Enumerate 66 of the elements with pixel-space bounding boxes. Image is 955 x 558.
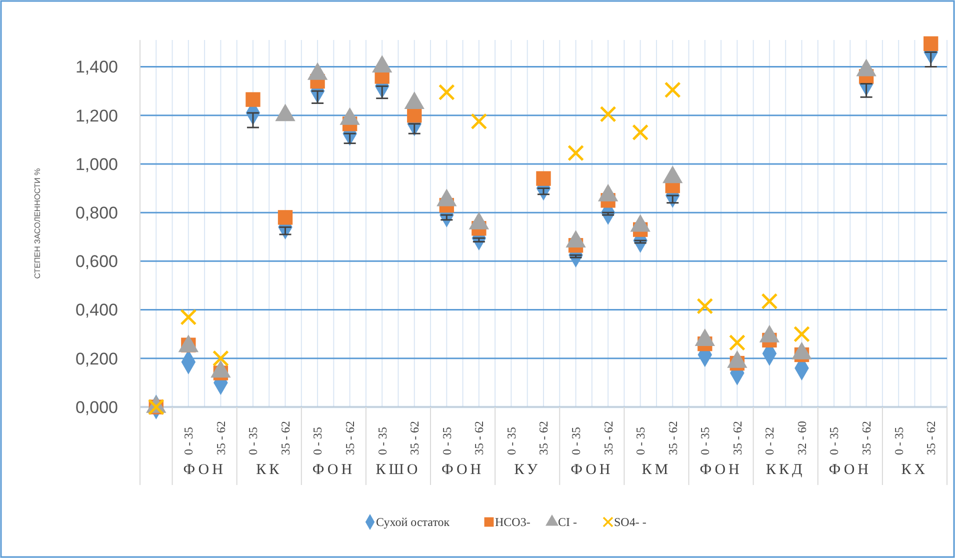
x-tick-label: 0 - 35 <box>375 427 390 455</box>
point <box>212 350 229 367</box>
x-tick-label: 35 - 62 <box>472 421 486 455</box>
text: ФОН <box>183 462 226 478</box>
x-tick-label: 0 - 35 <box>246 427 260 455</box>
y-tick-label: 0,800 <box>75 204 118 223</box>
point <box>407 108 422 123</box>
point <box>536 171 551 186</box>
legend-label: Сухой остаток <box>376 515 450 530</box>
x-tick-label: 35 - 62 <box>214 421 228 455</box>
x-tick-label: 0 - 35 <box>182 427 196 455</box>
point <box>180 308 197 326</box>
text: ККД <box>766 462 806 478</box>
text: КУ <box>514 462 541 478</box>
text: ФОН <box>312 462 356 478</box>
x-tick-label: 0 - 35 <box>892 427 906 455</box>
x-tick-label: 35 - 62 <box>343 421 358 455</box>
y-tick-label: 0,400 <box>75 300 118 320</box>
point <box>632 124 649 141</box>
text: ФОН <box>570 462 614 478</box>
point <box>728 334 746 351</box>
legend-label: SO4- - <box>614 515 646 530</box>
x-tick-label: 35 - 62 <box>924 421 938 455</box>
text: КШО <box>376 462 421 478</box>
text: КМ <box>642 462 672 478</box>
point <box>600 106 616 122</box>
point <box>696 298 714 314</box>
x-tick-label: 0 - 35 <box>698 427 712 455</box>
text: ФОН <box>441 462 484 478</box>
y-tick-label: 1,000 <box>75 154 118 174</box>
x-tick-label: 35 - 62 <box>408 421 422 455</box>
x-tick-label: 32 - 60 <box>794 421 809 455</box>
y-tick-label: 0,200 <box>75 349 118 368</box>
y-tick-label: 1,400 <box>75 58 118 77</box>
text: КХ <box>901 462 928 478</box>
legend-label: HCO3- <box>495 515 530 530</box>
point <box>568 144 584 162</box>
x-tick-label: 0 - 35 <box>568 427 583 455</box>
text: КК <box>256 462 282 478</box>
point <box>470 113 488 130</box>
x-tick-label: 0 - 35 <box>634 427 648 455</box>
point <box>246 92 260 107</box>
x-tick-label: 35 - 62 <box>601 421 616 455</box>
text: ФОН <box>828 462 872 478</box>
point <box>664 82 681 98</box>
point <box>278 210 293 225</box>
x-tick-label: 0 - 35 <box>827 427 842 455</box>
y-axis-title: СТЕПЕН ЗАСОЛЕННОСТИ % <box>33 168 42 279</box>
point <box>924 36 938 51</box>
x-tick-label: 35 - 62 <box>278 421 292 455</box>
x-tick-label: 35 - 62 <box>860 421 874 455</box>
x-tick-label: 0 - 35 <box>310 427 325 455</box>
point <box>438 84 455 101</box>
x-tick-label: 0 - 32 <box>762 427 777 455</box>
point <box>793 326 810 342</box>
y-tick-label: 0,600 <box>75 252 118 272</box>
x-tick-label: 35 - 62 <box>666 421 680 455</box>
x-tick-label: 35 - 62 <box>730 421 744 455</box>
y-tick-label: 0,000 <box>75 398 118 417</box>
x-tick-label: 0 - 35 <box>440 427 454 455</box>
x-tick-label: 35 - 62 <box>536 421 551 455</box>
point <box>761 293 778 310</box>
legend-label: CI - <box>558 515 577 530</box>
text: ФОН <box>700 462 742 478</box>
x-tick-label: 0 - 35 <box>504 427 518 455</box>
y-tick-label: 1,200 <box>75 106 118 126</box>
